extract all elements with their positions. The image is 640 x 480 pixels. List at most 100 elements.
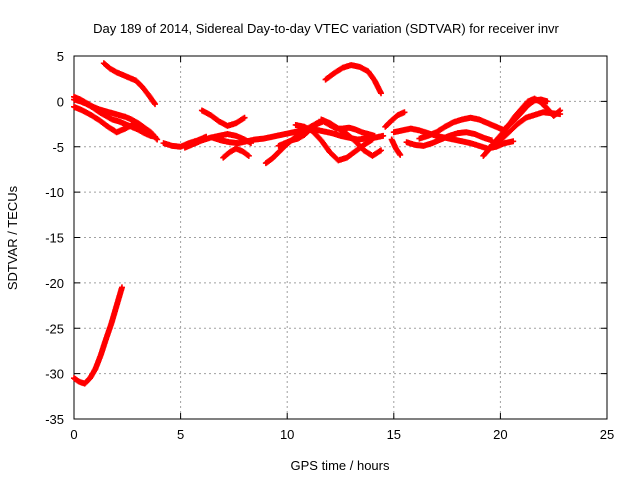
data-point <box>418 129 421 132</box>
data-point <box>390 138 393 141</box>
x-tick-label: 25 <box>600 427 614 442</box>
data-point <box>486 121 489 125</box>
data-point <box>254 138 257 141</box>
data-point <box>247 154 251 158</box>
data-point <box>111 118 114 121</box>
data-point <box>236 141 240 145</box>
data-point <box>217 134 221 138</box>
data-point <box>226 132 229 136</box>
series-arc-20 <box>416 114 508 142</box>
data-point <box>296 137 300 140</box>
data-point <box>89 113 93 117</box>
data-point <box>277 144 280 148</box>
data-point <box>345 132 349 136</box>
data-point <box>520 111 523 114</box>
data-point <box>367 132 370 136</box>
y-axis-title: SDTVAR / TECUs <box>5 185 20 290</box>
data-point <box>494 145 498 148</box>
data-series <box>71 60 564 387</box>
y-tick-label: -10 <box>45 185 64 200</box>
data-point <box>435 131 438 134</box>
chart-title: Day 189 of 2014, Sidereal Day-to-day VTE… <box>93 21 559 36</box>
y-tick-label: 5 <box>57 49 64 64</box>
data-point <box>320 118 323 121</box>
data-point <box>394 147 398 150</box>
data-point <box>354 128 357 131</box>
series-arc-8 <box>198 107 248 129</box>
series-arc-17 <box>388 136 404 158</box>
data-point <box>452 138 455 141</box>
data-point <box>339 134 342 138</box>
data-point <box>110 322 113 325</box>
data-point <box>115 304 118 307</box>
data-point <box>91 105 95 109</box>
data-point <box>533 99 536 102</box>
data-point <box>277 150 280 154</box>
data-point <box>337 127 340 130</box>
data-point <box>211 136 214 139</box>
data-point <box>183 146 187 149</box>
data-point <box>104 110 108 113</box>
x-tick-label: 20 <box>493 427 507 442</box>
data-point <box>200 139 204 142</box>
data-point <box>234 134 238 138</box>
data-point <box>354 140 357 143</box>
data-point <box>141 85 144 89</box>
data-point <box>473 132 477 136</box>
data-point <box>88 376 92 380</box>
x-tick-label: 0 <box>70 427 77 442</box>
data-point <box>320 139 323 142</box>
data-point <box>541 111 545 114</box>
data-point <box>72 105 76 109</box>
data-point <box>371 154 374 158</box>
data-point <box>503 141 506 145</box>
data-point <box>117 120 120 123</box>
data-point <box>371 138 374 141</box>
data-point <box>106 125 110 128</box>
data-point <box>209 113 212 117</box>
series-arc-5 <box>71 284 125 387</box>
data-point <box>349 63 353 67</box>
grid <box>74 56 607 419</box>
data-point <box>362 143 366 147</box>
data-point <box>271 157 274 160</box>
y-tick-label: -20 <box>45 276 64 291</box>
y-tick-label: -35 <box>45 412 64 427</box>
data-point <box>322 130 325 133</box>
data-point <box>456 131 459 135</box>
data-point <box>384 125 387 128</box>
data-point <box>94 367 97 371</box>
x-tick-label: 15 <box>387 427 401 442</box>
data-point <box>460 140 464 143</box>
data-point <box>511 120 515 123</box>
data-point <box>533 113 536 117</box>
data-point <box>430 141 434 145</box>
data-point <box>409 127 413 130</box>
data-point <box>439 138 442 141</box>
data-point <box>364 137 368 140</box>
data-point <box>546 100 549 103</box>
data-point <box>354 150 357 153</box>
data-point <box>324 78 327 81</box>
data-point <box>403 111 406 114</box>
series-arc-23 <box>501 96 551 132</box>
data-point <box>405 141 408 144</box>
data-point <box>79 98 82 101</box>
data-point <box>290 139 293 142</box>
data-point <box>477 144 481 148</box>
data-point <box>72 95 76 99</box>
data-point <box>288 131 291 135</box>
data-point <box>111 111 114 115</box>
data-point <box>379 149 383 152</box>
data-point <box>104 337 108 341</box>
series-arc-16 <box>382 109 408 130</box>
data-point <box>482 136 485 139</box>
data-point <box>482 154 485 158</box>
x-tick-label: 10 <box>280 427 294 442</box>
data-point <box>330 131 334 135</box>
data-point <box>328 121 332 125</box>
data-point <box>179 145 182 148</box>
data-point <box>72 376 76 380</box>
data-point <box>130 118 133 121</box>
